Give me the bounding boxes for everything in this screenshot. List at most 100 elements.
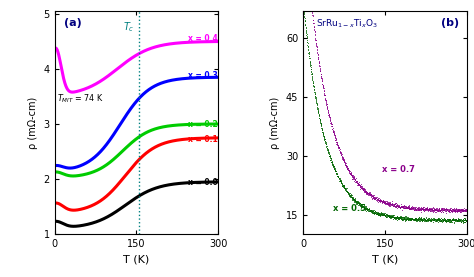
Point	[366, 207, 374, 211]
Point	[337, 150, 344, 154]
Point	[419, 205, 427, 210]
Point	[347, 193, 355, 198]
Point	[305, 54, 313, 58]
Point	[396, 214, 404, 219]
Point	[344, 191, 352, 195]
Point	[439, 206, 447, 211]
Point	[373, 212, 381, 216]
Point	[440, 208, 447, 212]
Point	[362, 191, 370, 196]
Point	[369, 194, 377, 199]
Point	[413, 218, 420, 223]
Point	[463, 216, 471, 220]
Point	[444, 208, 452, 213]
Point	[390, 203, 398, 208]
Point	[331, 168, 338, 172]
Point	[419, 206, 427, 211]
Point	[423, 217, 430, 221]
Point	[427, 207, 435, 212]
Point	[460, 218, 468, 222]
Point	[348, 195, 356, 200]
Point	[383, 213, 391, 218]
Point	[414, 217, 422, 221]
Point	[413, 206, 420, 211]
Point	[412, 219, 419, 224]
Point	[402, 217, 410, 221]
Point	[336, 179, 343, 183]
Point	[340, 185, 347, 189]
Point	[437, 209, 444, 214]
Point	[328, 157, 335, 162]
Point	[394, 203, 401, 207]
Point	[383, 201, 391, 206]
Point	[441, 218, 449, 223]
Point	[442, 219, 450, 224]
Point	[368, 193, 376, 198]
Point	[422, 218, 429, 222]
Point	[385, 215, 393, 219]
Point	[371, 211, 378, 215]
Point	[429, 218, 437, 222]
Point	[411, 208, 419, 212]
Point	[416, 217, 423, 221]
Point	[412, 206, 419, 211]
Point	[385, 215, 393, 220]
Point	[423, 206, 431, 211]
Point	[419, 218, 427, 223]
Point	[373, 212, 380, 216]
Point	[395, 205, 402, 210]
Point	[338, 180, 346, 185]
Point	[380, 212, 387, 216]
Point	[374, 197, 382, 201]
Point	[319, 82, 326, 86]
Point	[453, 218, 461, 223]
Point	[358, 204, 365, 208]
Point	[307, 68, 315, 73]
Point	[370, 195, 377, 200]
Point	[328, 159, 336, 163]
Point	[420, 217, 428, 221]
Point	[348, 197, 356, 202]
Point	[334, 175, 342, 179]
Point	[419, 205, 426, 209]
Point	[398, 204, 405, 209]
Point	[377, 212, 384, 216]
Point	[420, 207, 428, 211]
Point	[300, 11, 308, 15]
Point	[368, 197, 376, 201]
Point	[377, 198, 384, 203]
Point	[348, 172, 356, 177]
Point	[355, 181, 362, 186]
Point	[357, 186, 365, 190]
Point	[395, 204, 403, 209]
Point	[443, 206, 451, 211]
Point	[365, 207, 372, 211]
Point	[334, 143, 342, 147]
Point	[403, 206, 411, 210]
Point	[319, 130, 326, 135]
Point	[453, 209, 460, 213]
Point	[337, 178, 345, 183]
Point	[411, 207, 419, 212]
Point	[392, 204, 399, 208]
Point	[391, 214, 398, 219]
Point	[343, 189, 350, 194]
Point	[354, 199, 362, 204]
Point	[378, 212, 386, 216]
Point	[358, 204, 365, 208]
Point	[316, 118, 324, 123]
Point	[434, 216, 442, 220]
Point	[417, 215, 425, 220]
Point	[309, 17, 317, 22]
Point	[398, 204, 405, 208]
Point	[401, 204, 409, 209]
Point	[383, 201, 391, 206]
Point	[409, 206, 416, 211]
Point	[457, 219, 465, 223]
Point	[324, 149, 332, 153]
Point	[303, 40, 311, 44]
Point	[391, 204, 399, 208]
Point	[374, 211, 382, 215]
Point	[397, 215, 405, 219]
Point	[433, 217, 441, 221]
